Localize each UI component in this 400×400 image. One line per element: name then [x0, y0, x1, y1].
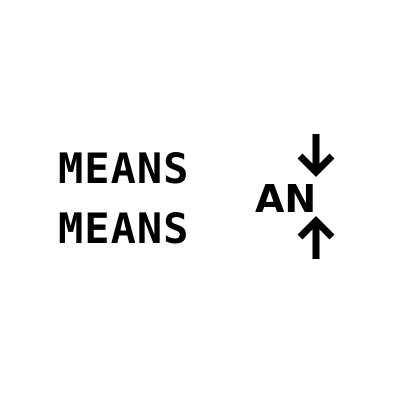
- center-label: AN: [255, 177, 317, 221]
- word-line-1: MEANS: [58, 144, 190, 193]
- arrow-up-icon: [296, 215, 336, 261]
- word-line-2: MEANS: [58, 204, 190, 253]
- arrow-down-icon: [296, 132, 336, 178]
